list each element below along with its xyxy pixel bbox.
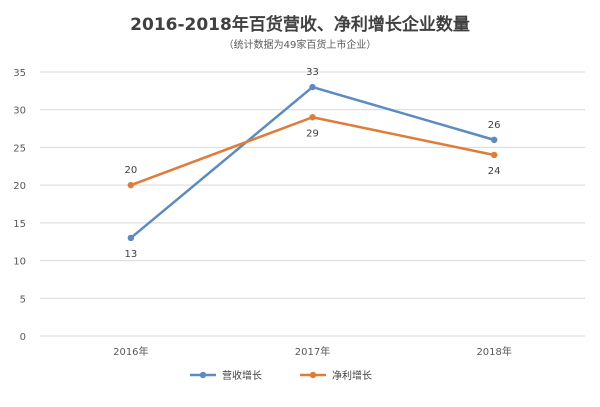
data-point: [127, 181, 135, 189]
y-tick-label: 15: [13, 219, 26, 230]
y-tick-label: 10: [13, 257, 26, 268]
series: [127, 83, 498, 242]
y-axis-ticks: 0 5 10 15 20 25 30 35: [13, 68, 26, 343]
legend-label: 营收增长: [222, 369, 262, 382]
data-point: [127, 234, 135, 242]
data-label: 29: [306, 128, 319, 139]
x-tick-label: 2018年: [476, 345, 511, 358]
data-label: 26: [488, 120, 501, 131]
x-tick-label: 2017年: [295, 345, 330, 358]
y-tick-label: 20: [13, 181, 26, 192]
data-point: [490, 151, 498, 159]
data-point: [309, 114, 316, 121]
data-labels: 13 33 26 20 29 24: [124, 67, 500, 260]
legend-marker: [309, 371, 317, 379]
x-tick-label: 2016年: [113, 345, 148, 358]
y-tick-label: 0: [20, 332, 26, 343]
data-label: 20: [124, 165, 137, 176]
data-label: 33: [306, 67, 319, 78]
y-tick-label: 35: [13, 68, 26, 79]
x-axis-ticks: 2016年 2017年 2018年: [113, 345, 512, 358]
data-label: 24: [488, 166, 501, 177]
data-label: 13: [124, 249, 137, 260]
chart-subtitle: （统计数据为49家百货上市企业）: [224, 38, 377, 51]
legend-label: 净利增长: [332, 369, 372, 382]
y-tick-label: 5: [20, 294, 26, 305]
y-tick-label: 25: [13, 143, 26, 154]
data-point: [490, 136, 498, 144]
data-point: [309, 83, 316, 91]
y-tick-label: 30: [13, 106, 26, 117]
legend-marker: [199, 371, 207, 379]
chart-title: 2016-2018年百货营收、净利增长企业数量: [130, 14, 470, 35]
legend: 营收增长 净利增长: [190, 369, 372, 382]
